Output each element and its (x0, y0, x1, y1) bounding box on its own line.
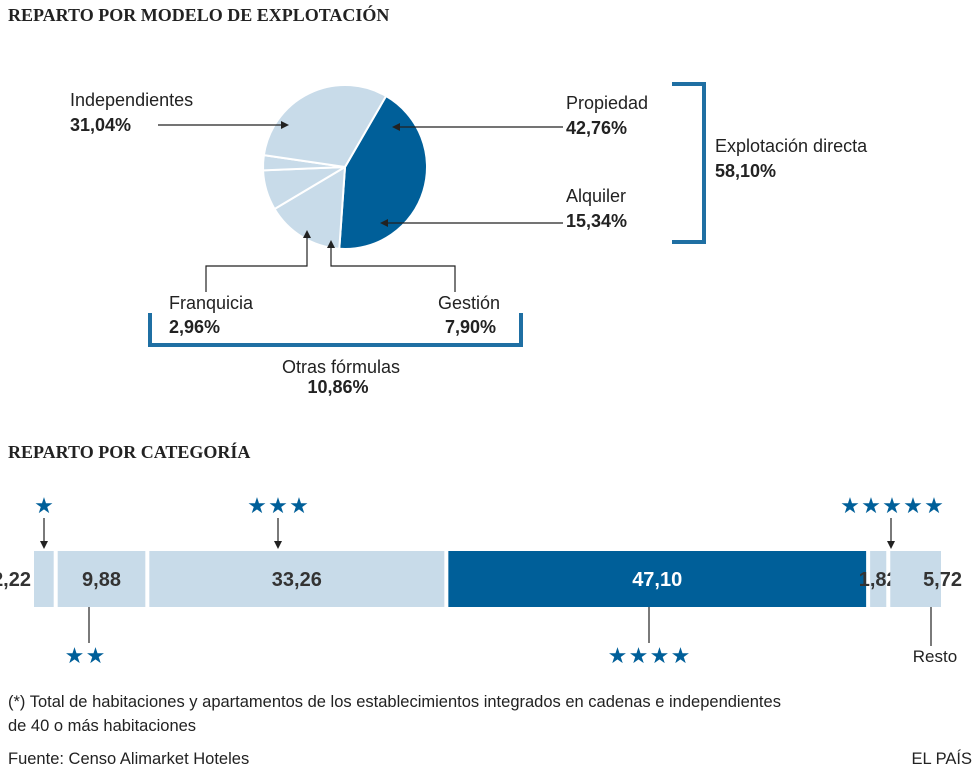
star-icon: ★ (650, 643, 670, 668)
pie-slice-propiedad (338, 94, 428, 250)
arrowhead-propiedad (392, 123, 400, 131)
bracket-explotacion-directa (672, 82, 706, 244)
star-icon: ★ (65, 643, 85, 668)
bar-value-label: 47,10 (632, 569, 682, 591)
leader-franquicia (205, 236, 308, 292)
star-icon: ★ (861, 493, 881, 518)
arrowhead-independientes (281, 121, 289, 129)
star-icon: ★ (903, 493, 923, 518)
label-alquiler-value: 15,34% (566, 211, 627, 231)
title-category: REPARTO POR CATEGORÍA (8, 441, 250, 462)
stars-3-icon: ★ ★ ★ (247, 493, 309, 518)
star-icon: ★ (924, 493, 944, 518)
arrowhead-alquiler (380, 219, 388, 227)
label-explotacion-directa-name: Explotación directa (715, 136, 868, 156)
label-independientes-name: Independientes (70, 90, 193, 110)
star-icon: ★ (671, 643, 691, 668)
source: Fuente: Censo Alimarket Hoteles (8, 750, 249, 768)
resto-label: Resto (913, 647, 957, 666)
bar-value-label: 5,72 (923, 569, 962, 591)
bar-segment-3 (149, 551, 445, 607)
bar-segment-1 (34, 551, 54, 607)
bar-segment-resto (890, 551, 941, 607)
bar-segment-5 (870, 551, 887, 607)
star-icon: ★ (882, 493, 902, 518)
star-icon: ★ (247, 493, 267, 518)
pie-chart (262, 84, 428, 250)
label-franquicia-value: 2,96% (169, 317, 220, 337)
stars-2-icon: ★ ★ (65, 643, 106, 668)
category-annotations: ★★ ★★ ★ ★★ ★ ★ ★★ ★ ★ ★ ★Resto (34, 493, 957, 668)
bar-value-label: 2,22 (0, 569, 31, 591)
bar-value-label: 9,88 (82, 569, 121, 591)
stars-4-icon: ★ ★ ★ ★ (608, 643, 691, 668)
title-model: REPARTO POR MODELO DE EXPLOTACIÓN (8, 4, 389, 25)
category-bar: 2,22 9,88 33,26 47,10 1,82 5,72 (0, 551, 962, 607)
label-independientes-value: 31,04% (70, 115, 131, 135)
star-icon: ★ (268, 493, 288, 518)
star-icon: ★ (840, 493, 860, 518)
label-propiedad-name: Propiedad (566, 93, 648, 113)
leader-gestion (330, 246, 456, 292)
label-propiedad-value: 42,76% (566, 118, 627, 138)
arrow-stars-1-head (40, 541, 48, 549)
arrowhead-gestion (327, 240, 335, 248)
label-franquicia-name: Franquicia (169, 293, 254, 313)
bracket-otras-formulas (148, 313, 523, 347)
star-icon: ★ (289, 493, 309, 518)
star-icon: ★ (608, 643, 628, 668)
arrow-stars-3-head (274, 541, 282, 549)
arrow-stars-5-head (887, 541, 895, 549)
bar-value-label: 1,82 (859, 569, 898, 591)
brand: EL PAÍS (911, 749, 972, 768)
label-otras-formulas-value: 10,86% (307, 377, 368, 397)
bar-segment-2 (57, 551, 146, 607)
pie-slice-independientes (262, 84, 388, 169)
bar-value-label: 33,26 (272, 569, 322, 591)
stars-1-icon: ★ (34, 493, 54, 518)
label-otras-formulas-name: Otras fórmulas (282, 357, 400, 377)
star-icon: ★ (34, 493, 54, 518)
footnote: (*) Total de habitaciones y apartamentos… (8, 693, 781, 735)
label-explotacion-directa-value: 58,10% (715, 161, 776, 181)
arrowhead-franquicia (303, 230, 311, 238)
label-gestion-name: Gestión (438, 293, 500, 313)
label-alquiler-name: Alquiler (566, 186, 626, 206)
star-icon: ★ (86, 643, 106, 668)
label-gestion-value: 7,90% (445, 317, 496, 337)
pie-slice-alquiler (273, 165, 347, 250)
bar-segment-4 (448, 551, 867, 607)
stars-5-icon: ★ ★ ★ ★ ★ (840, 493, 944, 518)
star-icon: ★ (629, 643, 649, 668)
